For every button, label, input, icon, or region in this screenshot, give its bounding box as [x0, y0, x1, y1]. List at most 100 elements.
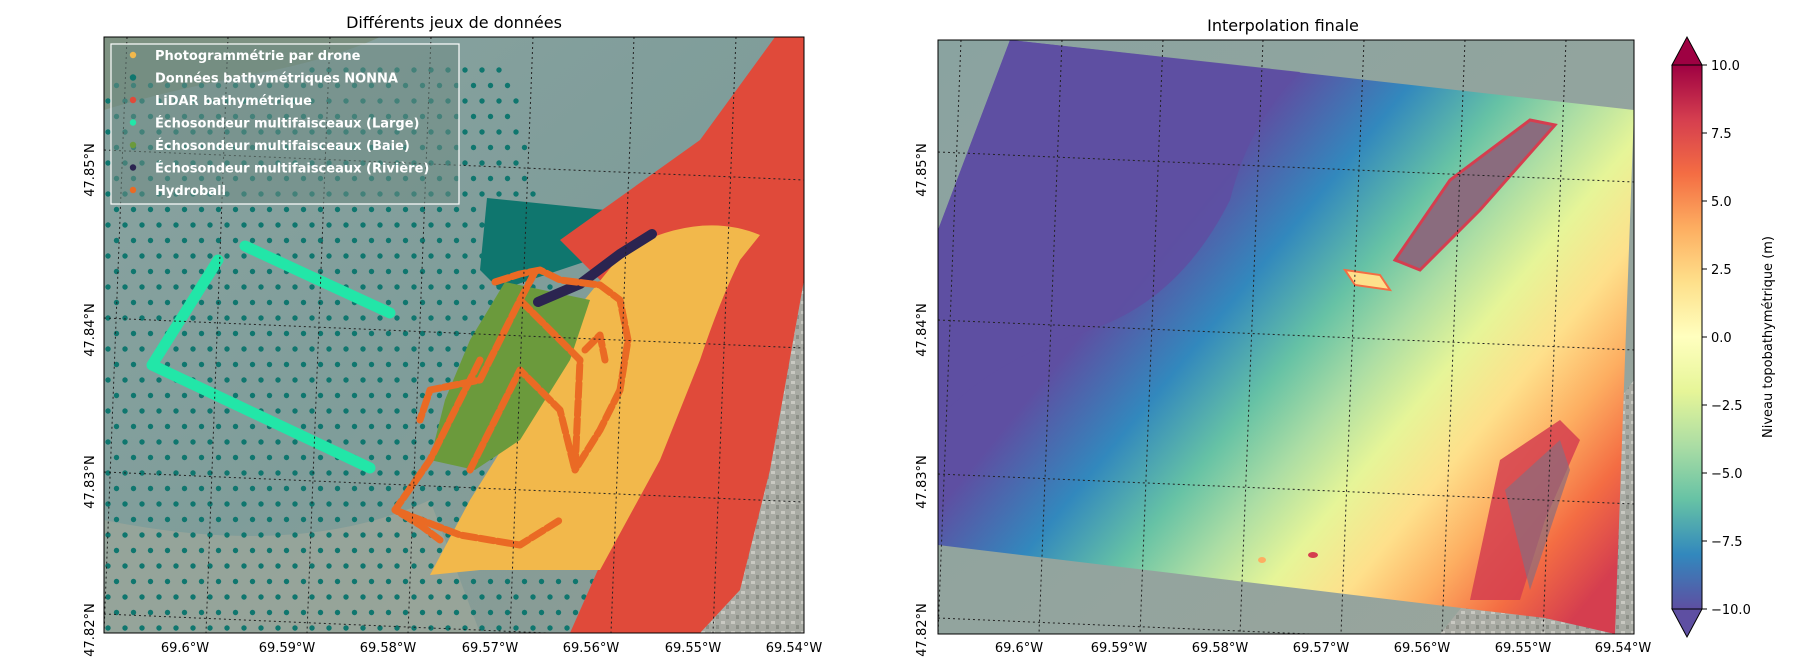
nonna-point	[181, 516, 188, 523]
drone-area	[430, 225, 760, 575]
nonna-point	[105, 315, 111, 321]
nonna-point	[147, 454, 154, 461]
nonna-point	[351, 206, 358, 213]
nonna-point	[224, 408, 230, 414]
nonna-point	[190, 315, 196, 321]
nonna-point	[283, 516, 290, 523]
nonna-point	[504, 82, 511, 89]
nonna-point	[113, 392, 120, 399]
nonna-point	[309, 625, 315, 631]
left-x-tick-labels: 69.6°W 69.59°W 69.58°W 69.57°W 69.56°W 69.55°…	[161, 641, 823, 656]
nonna-point	[130, 578, 137, 585]
nonna-point	[258, 222, 264, 228]
nonna-point	[173, 222, 179, 228]
nonna-point	[232, 237, 239, 244]
nonna-point	[309, 594, 315, 600]
nonna-point	[496, 129, 502, 135]
nonna-point	[198, 206, 205, 213]
nonna-point	[326, 222, 332, 228]
nonna-point	[241, 439, 247, 445]
nonna-point	[368, 578, 375, 585]
nonna-point	[394, 563, 400, 569]
nonna-point	[207, 625, 213, 631]
nonna-point	[275, 346, 281, 352]
nonna-point	[334, 485, 341, 492]
nonna-point	[513, 98, 519, 104]
nonna-point	[113, 547, 120, 554]
nonna-point	[258, 470, 264, 476]
colorbar-tick-label: −2.5	[1711, 399, 1743, 414]
nonna-point	[581, 656, 586, 661]
nonna-point	[530, 191, 536, 197]
nonna-point	[487, 82, 494, 89]
nonna-point	[266, 237, 273, 244]
nonna-point	[436, 237, 443, 244]
nonna-point	[198, 299, 205, 306]
nonna-point	[147, 423, 154, 430]
nonna-point	[377, 377, 383, 383]
large-multibeam-track-2	[146, 254, 376, 474]
nonna-point	[453, 330, 460, 337]
nonna-point	[385, 361, 392, 368]
x-tick-label: 69.55°W	[1495, 641, 1552, 656]
nonna-point	[113, 423, 120, 430]
nonna-point	[275, 284, 281, 290]
nonna-point	[318, 641, 323, 646]
nonna-point	[343, 222, 349, 228]
nonna-point	[241, 222, 247, 228]
right-panel-title: Interpolation finale	[1207, 16, 1359, 35]
nonna-point	[402, 299, 409, 306]
nonna-point	[139, 439, 145, 445]
nonna-point	[147, 485, 154, 492]
nonna-point	[147, 237, 154, 244]
nonna-point	[462, 222, 468, 228]
nonna-point	[479, 98, 485, 104]
nonna-point	[122, 501, 128, 507]
legend-marker	[129, 74, 137, 81]
nonna-point	[122, 346, 128, 352]
nonna-point	[292, 563, 298, 569]
nonna-point	[147, 330, 154, 337]
nonna-point	[385, 485, 392, 492]
nonna-point	[360, 470, 366, 476]
nonna-point	[334, 547, 341, 554]
nonna-point	[428, 346, 434, 352]
legend-entry-label: LiDAR bathymétrique	[155, 94, 312, 109]
nonna-point	[122, 408, 128, 414]
nonna-point	[351, 578, 358, 585]
nonna-point	[207, 501, 213, 507]
nonna-point	[105, 408, 111, 414]
nonna-point	[224, 346, 230, 352]
nonna-point	[394, 284, 400, 290]
nonna-point	[479, 656, 484, 661]
nonna-point	[547, 656, 552, 661]
nonna-point	[215, 454, 222, 461]
nonna-point	[411, 377, 417, 383]
nonna-point	[317, 330, 324, 337]
nonna-point	[164, 454, 171, 461]
nonna-point	[445, 346, 451, 352]
nonna-point	[419, 361, 426, 368]
nonna-point	[105, 160, 111, 166]
nonna-point	[317, 206, 324, 213]
nonna-point	[232, 206, 239, 213]
nonna-point	[249, 547, 256, 554]
nonna-point	[445, 284, 451, 290]
colorbar-tick-label: −5.0	[1711, 467, 1743, 482]
nonna-point	[343, 532, 349, 538]
nonna-point	[190, 532, 196, 538]
nonna-point	[173, 625, 179, 631]
nonna-point	[487, 578, 494, 585]
nonna-point	[462, 253, 468, 259]
nonna-point	[419, 299, 426, 306]
nonna-point	[258, 439, 264, 445]
x-tick-label: 69.6°W	[161, 641, 209, 656]
nonna-point	[470, 113, 477, 120]
nonna-point	[351, 485, 358, 492]
legend: Photogrammétrie par drone Données bathymé…	[110, 43, 460, 205]
nonna-point	[385, 516, 392, 523]
nonna-point	[139, 470, 145, 476]
nonna-point	[105, 98, 111, 104]
nonna-point	[394, 315, 400, 321]
nonna-point	[275, 439, 281, 445]
